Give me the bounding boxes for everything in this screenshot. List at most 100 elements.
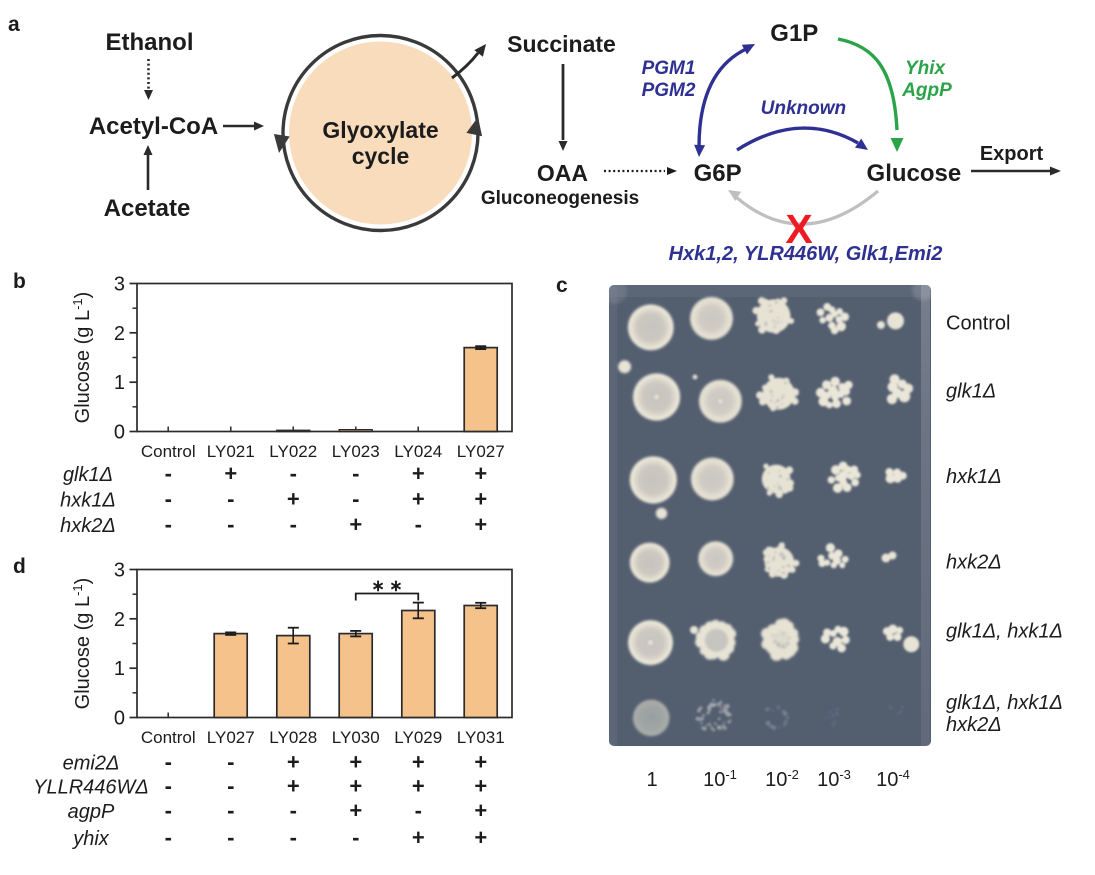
svg-text:-: -	[165, 512, 172, 537]
svg-text:3: 3	[114, 560, 125, 582]
svg-text:Unknown: Unknown	[761, 98, 847, 119]
svg-text:hxk1Δ: hxk1Δ	[946, 466, 1002, 488]
svg-text:d: d	[13, 555, 26, 578]
svg-text:Glucose: Glucose	[867, 160, 962, 187]
svg-text:a: a	[8, 13, 20, 36]
svg-text:-: -	[165, 487, 172, 512]
svg-text:+: +	[474, 487, 487, 512]
svg-text:LY023: LY023	[332, 442, 380, 461]
svg-text:1: 1	[646, 769, 657, 791]
svg-text:yhix: yhix	[71, 828, 110, 850]
svg-text:Yhix: Yhix	[905, 58, 947, 79]
svg-text:PGM1: PGM1	[642, 58, 696, 79]
svg-text:Glyoxylate: Glyoxylate	[322, 117, 438, 143]
svg-text:2: 2	[114, 609, 125, 631]
svg-text:PGM2: PGM2	[642, 80, 696, 101]
svg-text:-: -	[227, 487, 234, 512]
svg-text:LY027: LY027	[207, 728, 255, 747]
svg-text:+: +	[287, 774, 300, 799]
svg-text:G6P: G6P	[694, 160, 742, 187]
svg-text:Hxk1,2, YLR446W, Glk1,Emi2: Hxk1,2, YLR446W, Glk1,Emi2	[669, 243, 943, 265]
svg-text:hxk2Δ: hxk2Δ	[60, 515, 116, 537]
svg-text:+: +	[412, 774, 425, 799]
svg-text:+: +	[474, 774, 487, 799]
svg-text:Control: Control	[141, 728, 196, 747]
svg-text:glk1Δ: glk1Δ	[63, 464, 113, 486]
svg-text:Export: Export	[980, 143, 1044, 165]
svg-text:b: b	[13, 270, 26, 293]
svg-text:0: 0	[114, 708, 125, 730]
svg-text:Glucose (g L-1): Glucose (g L-1)	[70, 578, 94, 710]
svg-text:G1P: G1P	[770, 20, 818, 47]
svg-text:LY021: LY021	[207, 442, 255, 461]
svg-text:-: -	[165, 774, 172, 799]
svg-text:OAA: OAA	[537, 160, 588, 186]
svg-text:glk1Δ: glk1Δ	[946, 381, 996, 403]
svg-text:LY028: LY028	[269, 728, 317, 747]
svg-text:+: +	[474, 461, 487, 486]
svg-text:0: 0	[114, 422, 125, 444]
svg-text:Control: Control	[141, 442, 196, 461]
svg-text:hxk2Δ: hxk2Δ	[946, 714, 1002, 736]
svg-text:YLLR446WΔ: YLLR446WΔ	[33, 777, 149, 799]
svg-text:+: +	[349, 750, 362, 775]
svg-text:Acetyl-CoA: Acetyl-CoA	[89, 113, 218, 140]
svg-text:2: 2	[114, 323, 125, 345]
svg-text:-: -	[415, 512, 422, 537]
svg-text:agpP: agpP	[68, 801, 115, 823]
svg-text:-: -	[415, 798, 422, 823]
svg-text:Gluconeogenesis: Gluconeogenesis	[481, 188, 639, 209]
svg-text:X: X	[785, 206, 812, 252]
svg-text:AgpP: AgpP	[901, 80, 952, 101]
svg-text:LY022: LY022	[269, 442, 317, 461]
svg-text:glk1Δ, hxk1Δ: glk1Δ, hxk1Δ	[946, 692, 1063, 714]
svg-text:+: +	[349, 798, 362, 823]
svg-text:+: +	[474, 512, 487, 537]
svg-text:+: +	[412, 825, 425, 850]
svg-text:Acetate: Acetate	[104, 195, 191, 222]
svg-text:LY027: LY027	[457, 442, 505, 461]
svg-text:-: -	[227, 774, 234, 799]
svg-text:-: -	[352, 487, 359, 512]
svg-text:-: -	[290, 512, 297, 537]
svg-text:Ethanol: Ethanol	[106, 29, 194, 56]
svg-text:glk1Δ, hxk1Δ: glk1Δ, hxk1Δ	[946, 621, 1063, 643]
svg-text:+: +	[287, 487, 300, 512]
svg-text:+: +	[349, 774, 362, 799]
svg-text:+: +	[349, 512, 362, 537]
svg-text:c: c	[556, 274, 568, 297]
svg-text:+: +	[412, 750, 425, 775]
svg-text:+: +	[474, 750, 487, 775]
svg-text:-: -	[352, 825, 359, 850]
svg-text:1: 1	[114, 658, 125, 680]
svg-text:3: 3	[114, 274, 125, 296]
svg-text:-: -	[165, 461, 172, 486]
svg-text:Succinate: Succinate	[507, 31, 616, 57]
svg-text:+: +	[287, 750, 300, 775]
svg-text:-: -	[227, 798, 234, 823]
svg-text:LY024: LY024	[394, 442, 442, 461]
svg-text:-: -	[165, 825, 172, 850]
svg-text:-: -	[227, 512, 234, 537]
svg-text:1: 1	[114, 372, 125, 394]
svg-text:hxk1Δ: hxk1Δ	[60, 490, 116, 512]
svg-text:-: -	[352, 461, 359, 486]
svg-text:LY029: LY029	[394, 728, 442, 747]
svg-text:-: -	[165, 750, 172, 775]
svg-text:-: -	[165, 798, 172, 823]
svg-text:emi2Δ: emi2Δ	[63, 753, 120, 775]
svg-text:+: +	[474, 825, 487, 850]
svg-text:Control: Control	[946, 313, 1010, 335]
svg-text:∗ ∗: ∗ ∗	[371, 578, 402, 595]
svg-text:LY030: LY030	[332, 728, 380, 747]
svg-text:-: -	[290, 825, 297, 850]
svg-text:+: +	[474, 798, 487, 823]
svg-text:hxk2Δ: hxk2Δ	[946, 552, 1002, 574]
svg-text:+: +	[224, 461, 237, 486]
svg-text:-: -	[227, 825, 234, 850]
svg-text:LY031: LY031	[457, 728, 505, 747]
svg-text:+: +	[412, 487, 425, 512]
svg-text:-: -	[290, 798, 297, 823]
svg-text:Glucose (g L-1): Glucose (g L-1)	[70, 292, 94, 424]
svg-text:-: -	[290, 461, 297, 486]
